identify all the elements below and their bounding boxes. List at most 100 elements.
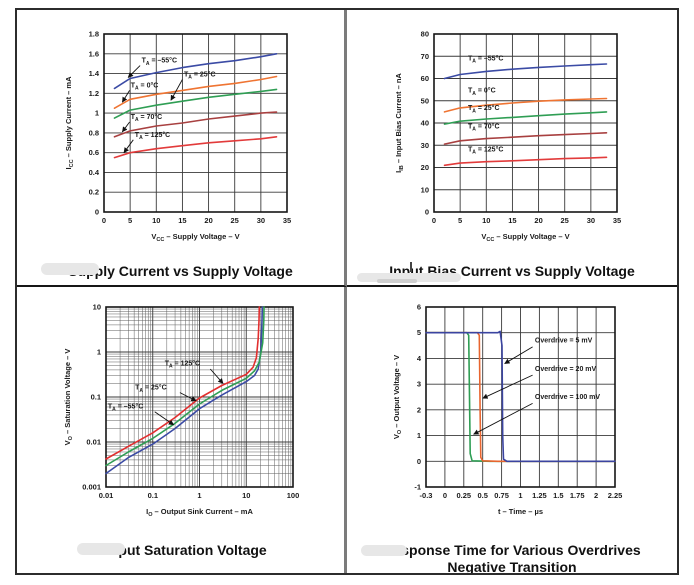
svg-text:-1: -1: [414, 483, 421, 492]
svg-text:10: 10: [93, 303, 101, 312]
response-time-chart: -0.3 0 0.25 0.5 0.75 1 1.25 1.5 1.75 2 2.25 -1 0 1 2 3 4…: [392, 303, 623, 517]
svg-text:0.6: 0.6: [89, 148, 99, 157]
svg-text:10: 10: [482, 216, 490, 225]
svg-text:0.25: 0.25: [456, 491, 471, 500]
svg-text:-0.3: -0.3: [420, 491, 433, 500]
chart-caption: Output Saturation Voltage: [94, 542, 267, 558]
svg-text:25: 25: [561, 216, 569, 225]
svg-text:0: 0: [432, 216, 436, 225]
chart-caption-line2: Negative Transition: [447, 559, 577, 573]
svg-text:TA = 25°C: TA = 25°C: [184, 71, 216, 81]
svg-text:1.6: 1.6: [89, 49, 99, 58]
svg-text:0.01: 0.01: [99, 491, 114, 500]
svg-text:2: 2: [594, 491, 598, 500]
svg-text:TA = –55°C: TA = –55°C: [468, 54, 503, 64]
svg-text:30: 30: [257, 216, 265, 225]
input-bias-current-vs-supply-voltage-chart: 0 5 10 15 20 25 30 35 0 10 20 30 40 50 60 70 80 VCC – Sup…: [394, 30, 621, 244]
svg-text:10: 10: [242, 491, 250, 500]
svg-text:0.4: 0.4: [89, 168, 100, 177]
svg-text:IO – Output Sink Current – mA: IO – Output Sink Current – mA: [146, 507, 253, 518]
svg-text:VCC – Supply Voltage – V: VCC – Supply Voltage – V: [481, 232, 569, 243]
svg-text:TA = 125°C: TA = 125°C: [165, 360, 200, 370]
svg-text:60: 60: [421, 74, 429, 83]
svg-text:4: 4: [417, 354, 422, 363]
svg-text:TA = 0°C: TA = 0°C: [131, 81, 159, 91]
svg-text:1.2: 1.2: [89, 89, 99, 98]
svg-text:t – Time – µs: t – Time – µs: [498, 507, 543, 516]
scan-artifact: [361, 545, 407, 556]
chart-caption: Supply Current vs Supply Voltage: [68, 263, 293, 279]
svg-text:TA = –55°C: TA = –55°C: [108, 402, 143, 412]
scan-artifact: [357, 273, 461, 282]
scan-artifact: [41, 263, 99, 275]
chart-caption-two-line: Response Time for Various Overdrives Neg…: [347, 542, 677, 573]
svg-text:1: 1: [95, 109, 99, 118]
svg-text:TA = 125°C: TA = 125°C: [468, 146, 503, 156]
svg-text:0: 0: [95, 208, 99, 217]
svg-text:25: 25: [231, 216, 239, 225]
svg-text:35: 35: [283, 216, 291, 225]
svg-text:TA = 125°C: TA = 125°C: [135, 131, 170, 141]
svg-text:3: 3: [417, 380, 421, 389]
svg-text:ICC – Supply Current – mA: ICC – Supply Current – mA: [64, 76, 75, 170]
svg-text:Overdrive = 5 mV: Overdrive = 5 mV: [535, 338, 593, 345]
svg-text:1.4: 1.4: [89, 69, 100, 78]
svg-text:TA = 70°C: TA = 70°C: [468, 122, 500, 132]
svg-text:Overdrive = 100 mV: Overdrive = 100 mV: [535, 394, 601, 401]
svg-text:0.1: 0.1: [91, 393, 101, 402]
svg-text:6: 6: [417, 303, 421, 312]
svg-text:1: 1: [97, 348, 101, 357]
svg-text:30: 30: [587, 216, 595, 225]
svg-text:IIB – Input Bias Current – nA: IIB – Input Bias Current – nA: [394, 73, 405, 173]
svg-text:50: 50: [421, 96, 429, 105]
svg-text:0: 0: [425, 208, 429, 217]
svg-text:40: 40: [421, 119, 429, 128]
svg-text:0.2: 0.2: [89, 188, 99, 197]
svg-text:10: 10: [421, 185, 429, 194]
svg-text:1.75: 1.75: [570, 491, 585, 500]
svg-text:20: 20: [421, 163, 429, 172]
scan-artifact: [377, 279, 417, 283]
svg-text:TA = –55°C: TA = –55°C: [142, 57, 177, 67]
svg-text:100: 100: [287, 491, 300, 500]
svg-text:1: 1: [518, 491, 522, 500]
svg-text:0: 0: [102, 216, 106, 225]
svg-text:5: 5: [128, 216, 132, 225]
svg-text:70: 70: [421, 52, 429, 61]
svg-text:10: 10: [152, 216, 160, 225]
svg-text:0: 0: [443, 491, 447, 500]
svg-text:TA = 25°C: TA = 25°C: [468, 104, 500, 114]
svg-text:1: 1: [197, 491, 201, 500]
svg-text:5: 5: [458, 216, 462, 225]
svg-text:35: 35: [613, 216, 621, 225]
svg-text:15: 15: [508, 216, 516, 225]
svg-text:Overdrive = 20 mV: Overdrive = 20 mV: [535, 366, 597, 373]
svg-text:30: 30: [421, 141, 429, 150]
svg-text:0.8: 0.8: [89, 128, 99, 137]
svg-text:0: 0: [417, 457, 421, 466]
svg-text:1: 1: [417, 431, 421, 440]
svg-text:0.1: 0.1: [148, 491, 158, 500]
quadrant-input-bias-current: 0 5 10 15 20 25 30 35 0 10 20 30 40 50 60 70 80 VCC – Sup…: [347, 10, 677, 287]
svg-text:80: 80: [421, 30, 429, 39]
svg-text:VO – Saturation Voltage – V: VO – Saturation Voltage – V: [63, 349, 74, 446]
supply-current-vs-supply-voltage-chart: 0 5 10 15 20 25 30 35 0 0.2 0.4 0.6 0.8 1 1.2 1.4 1.6 1.8…: [64, 30, 291, 244]
svg-text:20: 20: [204, 216, 212, 225]
svg-text:20: 20: [534, 216, 542, 225]
svg-text:2: 2: [417, 405, 421, 414]
quadrant-output-saturation: 0.01 0.1 1 10 100 0.001 0.01 0.1 1 10 IO – Output …: [17, 287, 347, 573]
svg-text:VCC – Supply Voltage – V: VCC – Supply Voltage – V: [151, 232, 239, 243]
svg-text:5: 5: [417, 328, 421, 337]
svg-text:0.001: 0.001: [82, 483, 101, 492]
scan-artifact: [77, 543, 125, 555]
svg-text:VO – Output Voltage – V: VO – Output Voltage – V: [392, 355, 403, 439]
svg-text:0.75: 0.75: [494, 491, 509, 500]
svg-text:1.5: 1.5: [553, 491, 563, 500]
svg-text:0.01: 0.01: [86, 438, 101, 447]
svg-text:2.25: 2.25: [608, 491, 623, 500]
svg-text:TA = 70°C: TA = 70°C: [131, 113, 163, 123]
scan-artifact: [410, 262, 412, 272]
quadrant-supply-current: 0 5 10 15 20 25 30 35 0 0.2 0.4 0.6 0.8 1 1.2 1.4 1.6 1.8…: [17, 10, 347, 287]
svg-text:1.25: 1.25: [532, 491, 547, 500]
